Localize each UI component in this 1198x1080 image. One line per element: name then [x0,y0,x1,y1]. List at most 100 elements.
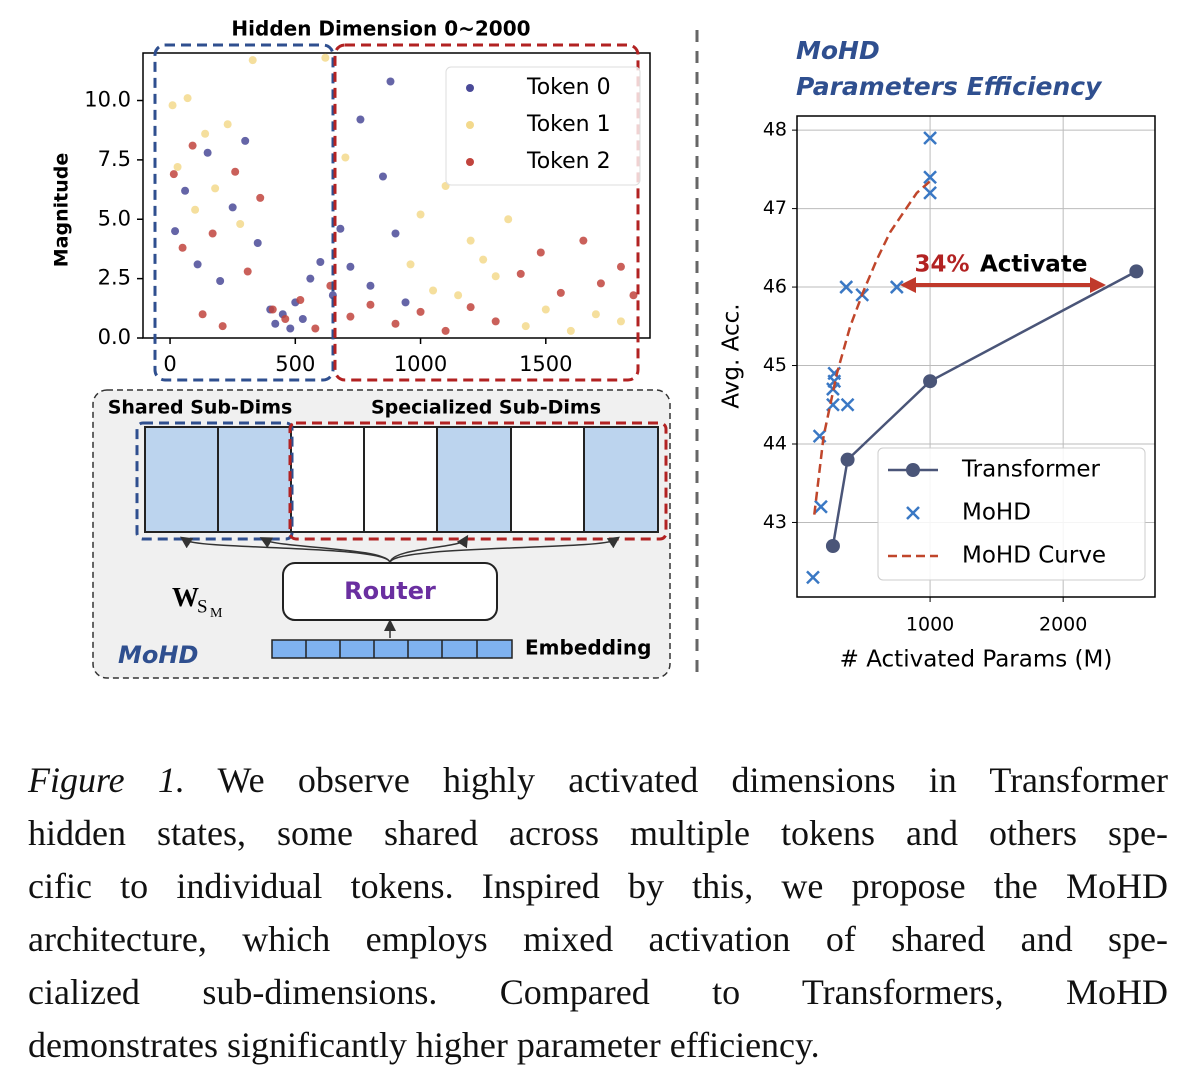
point [454,291,463,300]
diagram-label: MoHD [118,641,198,669]
point [203,148,212,157]
point [629,291,638,300]
point [386,77,395,86]
point [281,315,290,323]
point [366,281,375,290]
point [1129,264,1144,279]
cell [363,426,438,533]
point [211,184,220,193]
point [479,255,488,264]
point [216,277,225,285]
legend [877,447,1146,581]
point [391,229,400,238]
legend-label: MoHD Curve [962,543,1106,569]
point [616,262,625,271]
router-arrows [179,534,621,638]
caption-line: cialized sub-dimensions. Compared to Tra… [28,966,1168,1019]
x-marker [889,280,904,294]
point [296,296,305,304]
caption-text: hidden states, some shared across multip… [28,813,1168,853]
point [298,315,307,323]
cell [290,426,365,533]
point [208,229,217,238]
shared-box [153,43,335,382]
y-axis-label: Magnitude [51,153,73,267]
point [198,310,207,319]
caption-text: cific to individual tokens. Inspired by … [28,866,1168,906]
point [441,326,450,335]
x-marker [840,397,855,412]
x-tick-label: 0 [163,352,176,376]
y-tick-label: 0.0 [98,325,131,349]
weight-subsubscript: M [210,606,223,621]
y-axis-label: Avg. Acc. [719,303,745,408]
arrow [259,537,391,564]
y-tick-label: 48 [763,119,787,141]
dashed-curve [813,180,931,515]
point [168,101,177,110]
point [171,227,180,236]
y-tick-label: 45 [763,354,787,376]
point [218,322,227,331]
point [391,319,400,328]
caption-text: We observe highly activated dimensions i… [184,760,1169,800]
point [316,258,325,266]
legend-label: MoHD [962,500,1031,526]
router-label: Router [344,577,436,605]
y-tick-label: 44 [763,432,787,454]
point [491,272,500,281]
point [406,260,415,269]
point [825,538,840,553]
point [591,310,600,319]
specialized-label: Specialized Sub-Dims [371,397,601,419]
arrow [389,534,469,564]
point [243,267,252,276]
x-marker [806,570,820,585]
point [616,317,625,326]
caption-line: cific to individual tokens. Inspired by … [28,860,1168,913]
x-tick-label: 1000 [394,352,447,376]
point [306,274,315,283]
point [416,210,425,219]
cell [583,426,659,533]
caption-text: cialized sub-dimensions. Compared to Tra… [28,972,1168,1012]
x-marker [814,499,828,514]
point [346,262,355,271]
point [183,94,192,103]
x-marker [906,506,920,520]
x-marker [839,280,854,294]
y-tick-label: 2.5 [98,266,131,290]
legend [445,66,641,186]
line [831,270,1137,547]
point [466,236,475,245]
point [188,141,197,150]
point [236,220,245,228]
point [311,324,320,333]
figure: Hidden Dimension 0~2000 Magnitude Shared… [51,17,1156,679]
point [191,205,200,214]
x-tick-label: 1500 [519,352,572,376]
point [248,56,257,65]
caption-line: Figure 1. We observe highly activated di… [28,754,1168,807]
y-tick-label: 43 [763,511,787,533]
weight-symbol: W [172,582,199,612]
specialized-box [288,421,668,541]
point [271,319,280,328]
point [228,203,237,212]
legend-label: Token 0 [526,75,611,100]
embedding-cells [271,639,513,659]
annotation-percent: 34% [914,252,969,278]
annotation-text: Activate [980,252,1087,278]
plot-frame [796,115,1156,598]
caption-line: demonstrates significantly higher parame… [28,1019,1168,1072]
point [491,317,500,326]
point [366,300,375,309]
embedding-bar [271,639,513,659]
point [516,269,525,278]
cell [436,426,512,533]
point [173,163,182,171]
legend-label: Token 2 [526,149,611,174]
shared-box [135,421,294,541]
x-tick-label: 1000 [906,614,954,636]
point [579,236,588,245]
